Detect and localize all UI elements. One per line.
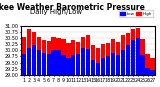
Bar xyxy=(136,38,140,75)
Bar xyxy=(145,54,150,75)
Legend: Low, High: Low, High xyxy=(119,10,153,17)
Bar xyxy=(32,45,36,75)
Bar xyxy=(47,54,51,75)
Bar xyxy=(66,43,71,75)
Bar xyxy=(81,37,85,75)
Bar xyxy=(86,49,90,75)
Bar xyxy=(61,55,66,75)
Bar xyxy=(52,50,56,75)
Bar xyxy=(131,29,135,75)
Bar xyxy=(27,29,31,75)
Bar xyxy=(136,28,140,75)
Bar xyxy=(126,33,130,75)
Bar xyxy=(91,45,95,75)
Bar xyxy=(96,63,100,75)
Text: Milwaukee Weather Barometric Pressure: Milwaukee Weather Barometric Pressure xyxy=(0,3,144,12)
Bar xyxy=(76,54,80,75)
Bar xyxy=(106,43,110,75)
Bar xyxy=(96,48,100,75)
Bar xyxy=(106,56,110,75)
Bar xyxy=(37,50,41,75)
Bar xyxy=(56,38,61,75)
Bar xyxy=(91,60,95,75)
Bar xyxy=(47,41,51,75)
Bar xyxy=(131,40,135,75)
Bar xyxy=(42,40,46,75)
Bar xyxy=(116,55,120,75)
Bar xyxy=(101,44,105,75)
Bar xyxy=(145,68,150,75)
Bar xyxy=(140,39,145,75)
Bar xyxy=(56,50,61,75)
Bar xyxy=(150,70,155,75)
Bar xyxy=(140,55,145,75)
Bar xyxy=(86,35,90,75)
Bar xyxy=(101,58,105,75)
Bar xyxy=(52,37,56,75)
Bar xyxy=(22,37,26,75)
Bar xyxy=(22,54,26,75)
Bar xyxy=(111,39,115,75)
Bar xyxy=(71,55,76,75)
Bar xyxy=(27,48,31,75)
Bar xyxy=(111,53,115,75)
Bar xyxy=(37,37,41,75)
Bar xyxy=(150,58,155,75)
Text: Daily High/Low: Daily High/Low xyxy=(30,9,82,15)
Bar xyxy=(66,58,71,75)
Bar xyxy=(81,48,85,75)
Bar xyxy=(61,39,66,75)
Bar xyxy=(71,40,76,75)
Bar xyxy=(42,53,46,75)
Bar xyxy=(32,32,36,75)
Bar xyxy=(121,50,125,75)
Bar xyxy=(121,35,125,75)
Bar xyxy=(116,42,120,75)
Bar xyxy=(126,45,130,75)
Bar xyxy=(76,42,80,75)
